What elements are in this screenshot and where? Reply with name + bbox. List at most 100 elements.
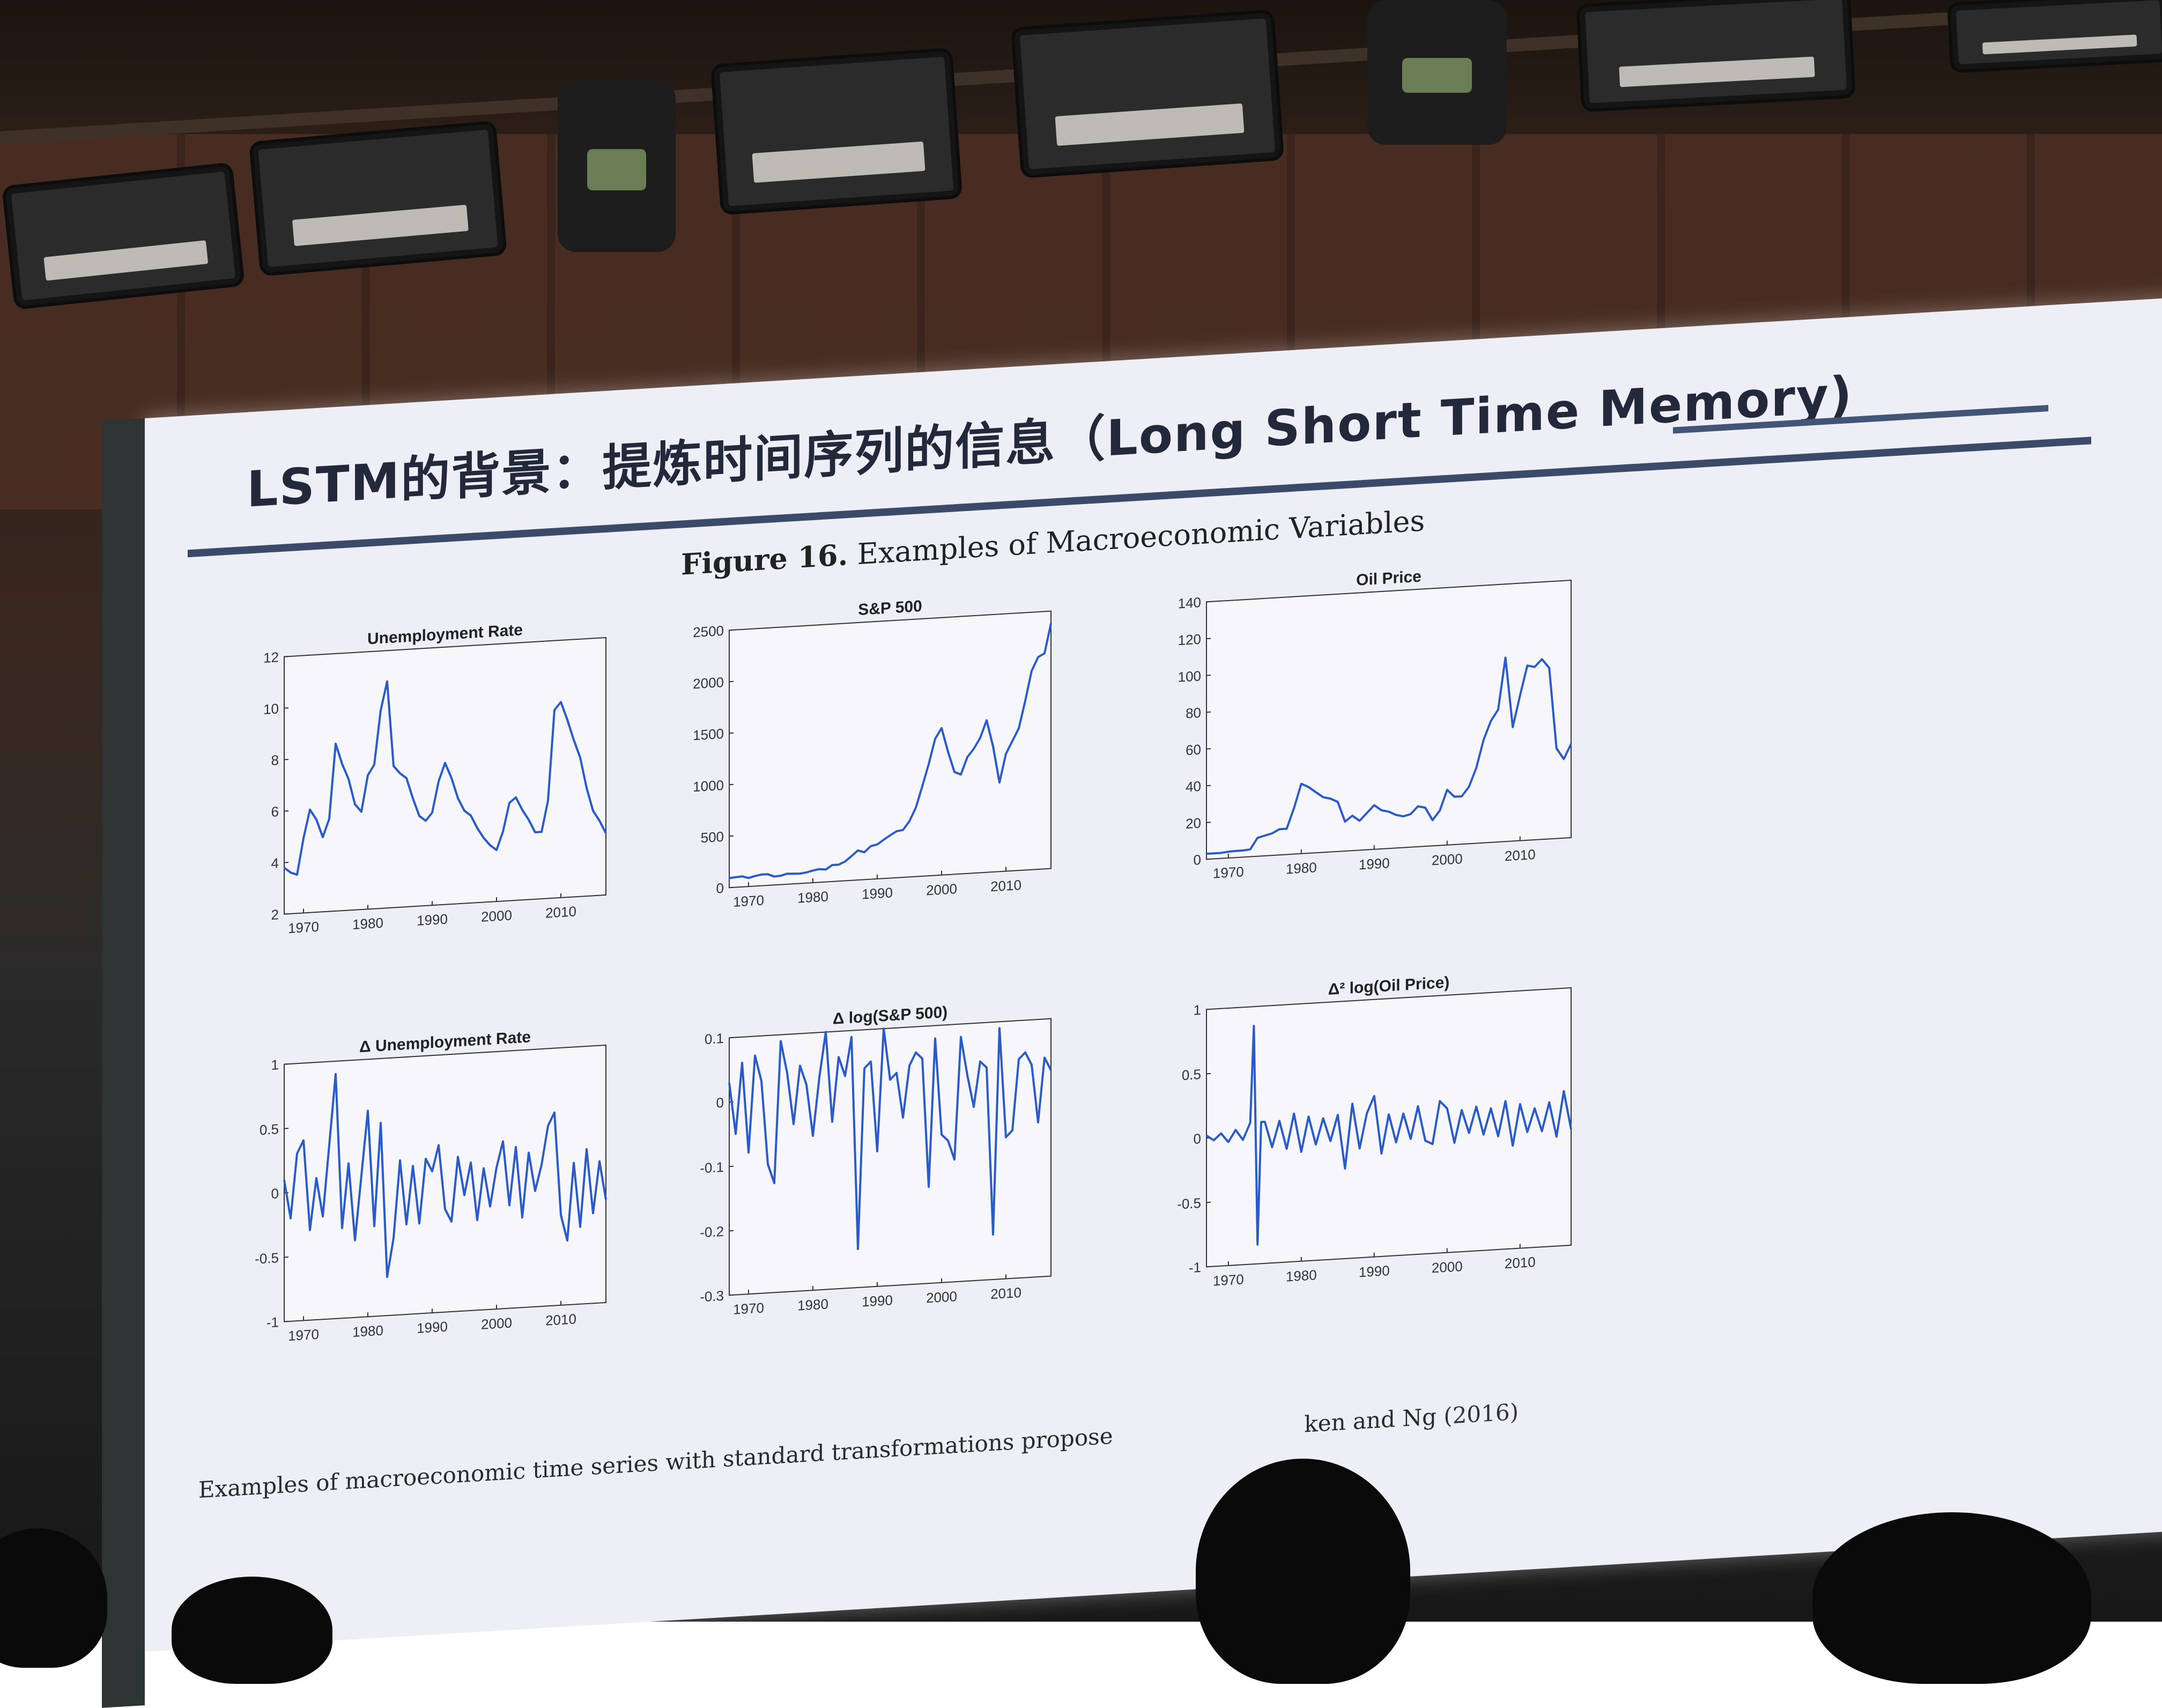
- y-tick-label: -1: [1189, 1259, 1201, 1276]
- x-tick-label: 2000: [926, 1288, 957, 1306]
- y-tick-label: 0: [716, 1095, 724, 1111]
- x-tick-label: 1990: [417, 911, 448, 928]
- x-tick-label: 1990: [1359, 855, 1390, 873]
- figure-number: Figure 16.: [681, 537, 848, 582]
- y-tick-label: -0.5: [255, 1249, 279, 1267]
- y-tick-label: 8: [271, 752, 279, 768]
- x-tick-label: 2000: [926, 881, 957, 898]
- y-tick-label: 4: [271, 855, 279, 871]
- projected-slide: LSTM的背景：提炼时间序列的信息（Long Short Time Memory…: [145, 295, 2162, 1652]
- chart-oil-price: Oil Price 1970 1980 1990 2000 2010 0 20 40 60 80 10…: [1164, 548, 1582, 894]
- y-tick-label: 0.5: [1182, 1066, 1201, 1083]
- y-tick-label: 40: [1186, 778, 1201, 795]
- y-tick-label: 1000: [693, 777, 724, 795]
- caption-year: (2016): [1443, 1399, 1519, 1429]
- x-tick-label: 1970: [1213, 863, 1244, 881]
- moving-head-light-icon: [1367, 0, 1507, 145]
- y-tick-label: 20: [1186, 815, 1201, 832]
- x-tick-label: 2000: [481, 907, 512, 925]
- x-tick-label: 1990: [1359, 1262, 1390, 1280]
- stage-light-icon: [5, 166, 242, 307]
- chart-title: Δ log(S&P 500): [833, 1003, 947, 1028]
- y-tick-label: 80: [1186, 705, 1201, 722]
- y-tick-label: 100: [1178, 668, 1201, 685]
- y-tick-label: 60: [1186, 741, 1201, 758]
- x-tick-label: 1990: [862, 1292, 893, 1310]
- y-tick-label: 500: [701, 829, 724, 846]
- y-tick-label: 120: [1178, 631, 1201, 649]
- y-tick-label: 2000: [693, 674, 724, 692]
- y-tick-label: 140: [1178, 594, 1201, 612]
- plot-area: [284, 1045, 606, 1322]
- x-tick-label: 1970: [288, 1326, 319, 1344]
- figure-title-text: Examples of Macroeconomic Variables: [857, 504, 1425, 571]
- y-tick-label: 0.1: [705, 1030, 724, 1047]
- y-tick-label: -0.3: [700, 1288, 724, 1305]
- plot-area: [729, 611, 1051, 888]
- audience-head: [172, 1577, 332, 1684]
- x-tick-label: 2010: [1505, 846, 1536, 864]
- x-tick-label: 2010: [545, 903, 576, 921]
- x-tick-label: 1970: [288, 919, 319, 936]
- x-tick-label: 1980: [797, 888, 828, 906]
- stage-light-icon: [714, 51, 959, 212]
- y-tick-label: 1500: [693, 726, 724, 743]
- audience-head: [1812, 1512, 2091, 1684]
- x-tick-label: 1990: [862, 884, 893, 902]
- stage-light-icon: [252, 124, 504, 273]
- x-tick-label: 2000: [1432, 1258, 1463, 1276]
- x-tick-label: 2000: [481, 1314, 512, 1332]
- screen-frame: [102, 418, 145, 1708]
- stage-light-icon: [1950, 0, 2162, 70]
- chart-title: Oil Price: [1356, 568, 1421, 589]
- caption-text: Examples of macroeconomic time series wi…: [198, 1423, 1113, 1503]
- y-tick-label: 6: [271, 803, 279, 820]
- y-tick-label: 1: [1194, 1002, 1201, 1018]
- x-tick-label: 2010: [545, 1311, 576, 1328]
- y-tick-label: -0.5: [1177, 1195, 1201, 1212]
- x-tick-label: 1990: [417, 1318, 448, 1336]
- y-tick-label: 1: [271, 1056, 279, 1073]
- chart-title: S&P 500: [858, 597, 922, 619]
- stage-light-icon: [1014, 13, 1281, 175]
- chart-panel-oil: Oil Price 1970 1980 1990 2000 2010 0 20 40 60 80 10…: [1164, 550, 1539, 894]
- x-tick-label: 1980: [797, 1296, 828, 1313]
- chart-panel-sp500: S&P 500 1970 1980 1990 2000 2010 0 500 1000 1500 2…: [686, 578, 1062, 922]
- y-tick-label: -0.2: [700, 1223, 724, 1241]
- y-tick-label: 0: [271, 1185, 279, 1202]
- chart-title: Δ² log(Oil Price): [1328, 973, 1450, 998]
- y-tick-label: -1: [266, 1314, 279, 1330]
- y-tick-label: 0: [716, 880, 724, 897]
- x-tick-label: 2010: [990, 877, 1021, 894]
- plot-area: [729, 1019, 1051, 1296]
- audience-head: [1196, 1459, 1410, 1684]
- chart-sp500: S&P 500 1970 1980 1990 2000 2010 0 500 1000 1500 2…: [686, 578, 1062, 922]
- x-tick-label: 2010: [1505, 1254, 1536, 1271]
- x-tick-label: 1980: [1286, 859, 1317, 877]
- y-tick-label: 0: [1194, 1130, 1201, 1147]
- x-tick-label: 2000: [1432, 851, 1463, 868]
- y-tick-label: 0: [1194, 852, 1201, 868]
- y-tick-label: -0.1: [700, 1159, 724, 1177]
- y-tick-label: 2: [271, 906, 279, 923]
- y-tick-label: 2500: [693, 623, 724, 640]
- x-tick-label: 1980: [352, 915, 383, 933]
- y-tick-label: 10: [263, 700, 279, 718]
- x-tick-label: 1970: [733, 1299, 764, 1317]
- x-tick-label: 1970: [733, 892, 764, 910]
- y-tick-label: 0.5: [260, 1121, 279, 1138]
- y-tick-label: 12: [263, 649, 279, 666]
- caption-authors: ken and Ng: [1304, 1403, 1437, 1438]
- plot-area: [1206, 580, 1571, 859]
- x-tick-label: 1980: [352, 1322, 383, 1340]
- x-tick-label: 1980: [1286, 1267, 1317, 1284]
- moving-head-light-icon: [558, 80, 676, 252]
